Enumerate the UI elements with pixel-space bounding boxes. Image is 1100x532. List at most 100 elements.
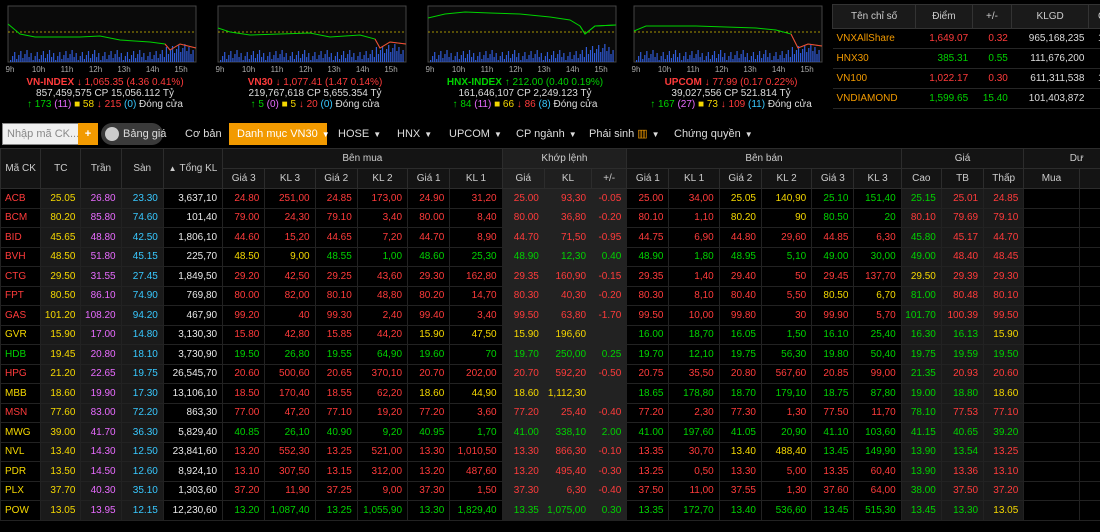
symbol[interactable]: MWG: [0, 422, 42, 443]
tab-danh-muc-vn30[interactable]: Danh mục VN30 ▼: [229, 123, 330, 145]
table-row[interactable]: GAS 101.20 108.20 94.20 467,90 99.20 40 99.30 2,…: [0, 305, 1100, 326]
add-stock-button[interactable]: +: [78, 123, 98, 145]
symbol[interactable]: GAS: [0, 305, 42, 326]
table-row[interactable]: CTG 29.50 31.55 27.45 1,849,50 29.20 42,50 29.2…: [0, 266, 1100, 287]
col-buy-gia1[interactable]: Giá 1: [407, 168, 451, 189]
table-row[interactable]: PDR 13.50 14.50 12.60 8,924,10 13.10 307,50 13.…: [0, 461, 1100, 482]
volume-bar: [332, 60, 334, 62]
col-cao[interactable]: Cao: [900, 168, 942, 189]
col-match-kl[interactable]: KL: [543, 168, 593, 189]
symbol[interactable]: BCM: [0, 207, 42, 228]
symbol[interactable]: CTG: [0, 266, 42, 287]
summary-header[interactable]: KLGD: [1011, 4, 1089, 29]
table-row[interactable]: BCM 80.20 85.80 74.60 101,40 79.00 24,30 79.10 3…: [0, 207, 1100, 228]
table-row[interactable]: GVR 15.90 17.00 14.80 3,130,30 15.80 42,80 15.8…: [0, 324, 1100, 345]
col-match-change[interactable]: +/-: [591, 168, 628, 189]
table-row[interactable]: MBB 18.60 19.90 17.30 13,106,10 18.50 170,40 18…: [0, 383, 1100, 404]
col-buy-kl3[interactable]: KL 3: [264, 168, 316, 189]
volume-bar: [238, 57, 240, 62]
col-tb[interactable]: TB: [940, 168, 985, 189]
col-sell-gia1[interactable]: Giá 1: [626, 168, 670, 189]
tab-chung-quyen[interactable]: Chứng quyền ▼: [674, 123, 753, 145]
table-row[interactable]: HPG 21.20 22.65 19.75 26,545,70 20.60 500,60 20…: [0, 363, 1100, 384]
index-panel-hnx-index[interactable]: 9h 10h 11h 12h 13h 14h 15h HNX-INDEX ↑ 212.00 (…: [420, 0, 630, 120]
volume-bar: [353, 53, 355, 62]
symbol[interactable]: HDB: [0, 344, 42, 365]
tab-upcom[interactable]: UPCOM ▼: [449, 123, 502, 145]
tab-co-ban[interactable]: Cơ bản: [185, 128, 222, 140]
col-sell-kl2[interactable]: KL 2: [760, 168, 813, 189]
tab-hose[interactable]: HOSE ▼: [338, 123, 381, 145]
price-board-toggle[interactable]: Bảng giá: [101, 123, 166, 145]
symbol[interactable]: BID: [0, 227, 42, 248]
symbol[interactable]: MSN: [0, 402, 42, 423]
bid-price-3: 44.60: [222, 227, 266, 248]
symbol[interactable]: GVR: [0, 324, 42, 345]
col-tran[interactable]: Trần: [80, 148, 122, 189]
tab-hnx[interactable]: HNX ▼: [397, 123, 432, 145]
tab-phai-sinh[interactable]: Phái sinh ▥ ▼: [589, 123, 660, 145]
index-panel-vn-index[interactable]: 9h 10h 11h 12h 13h 14h 15h VN-INDEX ↓ 1,065.35 …: [0, 0, 210, 120]
index-panel-vn30[interactable]: 9h 10h 11h 12h 13h 14h 15h VN30 ↓ 1,077.41 (1.4…: [210, 0, 420, 120]
index-panel-upcom[interactable]: 9h 10h 11h 12h 13h 14h 15h UPCOM ↓ 77.99 (0.17 …: [626, 0, 836, 120]
col-san[interactable]: Sàn: [120, 148, 164, 189]
volume-bar: [683, 56, 685, 62]
summary-value: 1,6: [1088, 48, 1100, 69]
table-row[interactable]: ACB 25.05 26.80 23.30 3,637,10 24.80 251,00 24.…: [0, 188, 1100, 209]
bid-vol-3: 26,10: [264, 422, 316, 443]
table-row[interactable]: HDB 19.45 20.80 18.10 3,730,90 19.50 26,80 19.5…: [0, 344, 1100, 365]
table-row[interactable]: POW 13.05 13.95 12.15 12,230,60 13.20 1,087,40…: [0, 500, 1100, 521]
volume-bar: [75, 53, 77, 62]
ask-vol-2: 30: [760, 305, 813, 326]
table-row[interactable]: NVL 13.40 14.30 12.50 23,841,60 13.20 552,30 13…: [0, 441, 1100, 462]
summary-header[interactable]: Tên chỉ số: [831, 4, 917, 29]
volume-bar: [149, 52, 151, 62]
table-row[interactable]: BVH 48.50 51.80 45.15 225,70 48.50 9,00 48.55 1,…: [0, 246, 1100, 267]
table-row[interactable]: BID 45.65 48.80 42.50 1,806,10 44.60 15,20 44.6…: [0, 227, 1100, 248]
symbol[interactable]: MBB: [0, 383, 42, 404]
summary-header[interactable]: +/-: [971, 4, 1013, 29]
col-thap[interactable]: Thấp: [983, 168, 1025, 189]
col-ma-ck[interactable]: Mã CK: [0, 148, 42, 189]
ask-price-2: 80.40: [718, 285, 762, 306]
volume-bar: [30, 53, 32, 62]
symbol[interactable]: POW: [0, 500, 42, 521]
table-row[interactable]: FPT 80.50 86.10 74.90 769,80 80.00 82,00 80.10 4…: [0, 285, 1100, 306]
col-sell-kl3[interactable]: KL 3: [853, 168, 902, 189]
sort-icon: ▲: [168, 164, 177, 173]
col-buy-kl2[interactable]: KL 2: [356, 168, 409, 189]
volume-bar: [169, 50, 172, 62]
symbol[interactable]: BVH: [0, 246, 42, 267]
symbol[interactable]: HPG: [0, 363, 42, 384]
table-row[interactable]: PLX 37.70 40.30 35.10 1,303,60 37.20 11,90 37.2…: [0, 480, 1100, 501]
summary-header[interactable]: Điểm: [915, 4, 973, 29]
symbol[interactable]: ACB: [0, 188, 42, 209]
col-sell-gia2[interactable]: Giá 2: [718, 168, 762, 189]
col-buy-gia2[interactable]: Giá 2: [314, 168, 358, 189]
tab-cp-nganh[interactable]: CP ngành ▼: [516, 123, 577, 145]
residual-buy: [1023, 461, 1080, 482]
ask-vol-1: 172,70: [668, 500, 720, 521]
symbol[interactable]: NVL: [0, 441, 42, 462]
index-intraday-chart: 9h 10h 11h 12h 13h 14h 15h: [216, 5, 407, 74]
col-buy-kl1[interactable]: KL 1: [449, 168, 503, 189]
col-du-mua[interactable]: Mua: [1023, 168, 1080, 189]
table-row[interactable]: MWG 39.00 41.70 36.30 5,829,40 40.85 26,10 40.9…: [0, 422, 1100, 443]
col-du-ban[interactable]: [1078, 168, 1100, 189]
col-sell-kl1[interactable]: KL 1: [668, 168, 720, 189]
col-sell-gia3[interactable]: Giá 3: [811, 168, 855, 189]
col-tc[interactable]: TC: [40, 148, 82, 189]
symbol[interactable]: PDR: [0, 461, 42, 482]
symbol[interactable]: PLX: [0, 480, 42, 501]
symbol[interactable]: FPT: [0, 285, 42, 306]
index-cp-label: CP: [516, 88, 534, 99]
table-row[interactable]: MSN 77.60 83.00 72.20 863,30 77.00 47,20 77.10 1…: [0, 402, 1100, 423]
col-buy-gia3[interactable]: Giá 3: [222, 168, 266, 189]
summary-header[interactable]: GT: [1087, 4, 1100, 29]
col-match-gia[interactable]: Giá: [501, 168, 545, 189]
col-tong-kl[interactable]: ▲ Tổng KL: [162, 148, 224, 189]
